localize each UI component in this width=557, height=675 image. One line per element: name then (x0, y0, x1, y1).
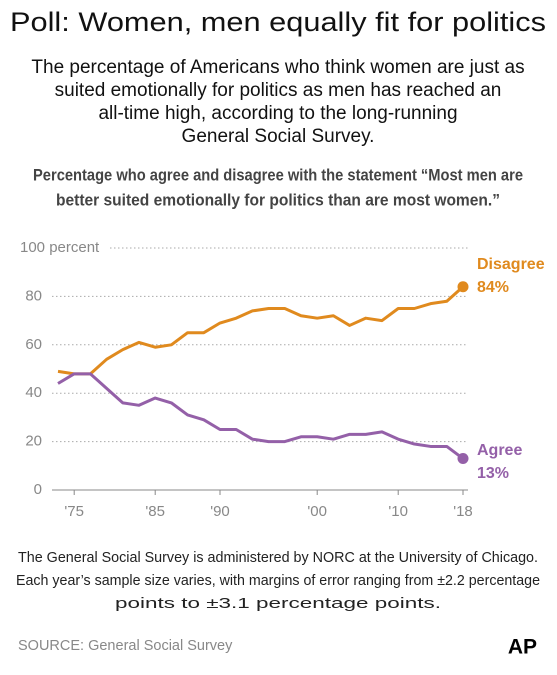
y-tick-label: 40 (25, 384, 42, 401)
x-tick-label: '10 (388, 503, 408, 520)
y-tick-label: 20 (25, 433, 42, 450)
series-label: Agree (477, 442, 522, 459)
x-tick-label: '90 (210, 503, 230, 520)
logo: AP (508, 636, 537, 659)
subtitle: The percentage of Americans who think wo… (31, 57, 524, 78)
end-dot (457, 281, 469, 293)
chart-subtitle: better suited emotionally for politics t… (56, 191, 500, 209)
chart-subtitle: Percentage who agree and disagree with t… (33, 166, 523, 184)
subtitle: suited emotionally for politics as men h… (55, 80, 502, 101)
y-tick-label: 0 (34, 481, 42, 498)
series-line (57, 372, 464, 460)
chart-title: Poll: Women, men equally fit for politic… (10, 7, 546, 37)
value-label: 84% (477, 279, 509, 296)
source: SOURCE: General Social Survey (18, 638, 233, 654)
y-tick-label: 80 (25, 287, 42, 304)
y-tick-label: 100 percent (20, 239, 100, 256)
series-line (57, 285, 465, 376)
x-tick-label: '85 (145, 503, 165, 520)
end-dot (457, 453, 469, 465)
footnote: The General Social Survey is administere… (18, 550, 538, 566)
subtitle: all-time high, according to the long-run… (98, 103, 457, 124)
value-label: 13% (477, 465, 509, 482)
footnote: points to ±3.1 percentage points. (115, 596, 441, 612)
x-tick-label: '00 (307, 503, 327, 520)
y-tick-label: 60 (25, 336, 42, 353)
subtitle: General Social Survey. (182, 126, 375, 147)
series-label: Disagree (477, 256, 545, 273)
x-tick-label: '75 (64, 503, 84, 520)
x-tick-label: '18 (453, 503, 473, 520)
footnote: Each year’s sample size varies, with mar… (16, 573, 540, 589)
